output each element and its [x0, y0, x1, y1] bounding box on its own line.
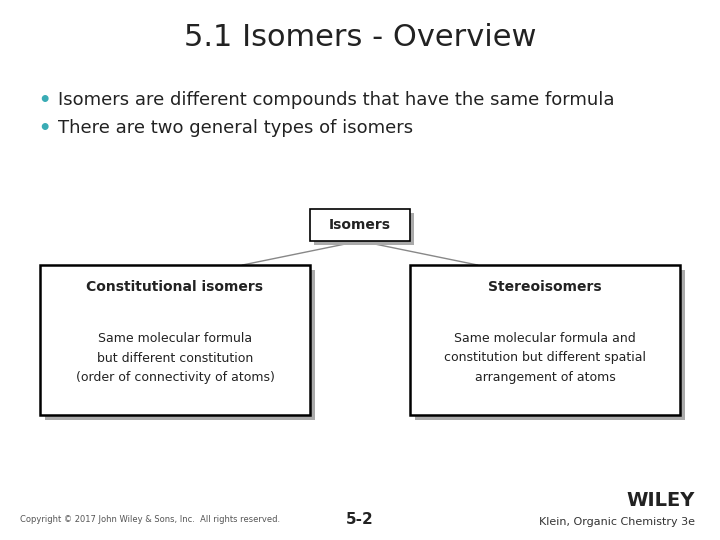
Text: WILEY: WILEY: [626, 490, 695, 510]
Text: •: •: [38, 118, 50, 138]
Text: Klein, Organic Chemistry 3e: Klein, Organic Chemistry 3e: [539, 517, 695, 527]
Text: 5-2: 5-2: [346, 512, 374, 528]
Bar: [40, 265, 310, 415]
Bar: [310, 209, 410, 241]
Text: Isomers are different compounds that have the same formula: Isomers are different compounds that hav…: [58, 91, 614, 109]
Text: There are two general types of isomers: There are two general types of isomers: [58, 119, 413, 137]
Bar: [314, 213, 414, 245]
Bar: [415, 270, 685, 420]
Bar: [410, 265, 680, 415]
Text: 5.1 Isomers - Overview: 5.1 Isomers - Overview: [184, 24, 536, 52]
Text: Constitutional isomers: Constitutional isomers: [86, 280, 264, 294]
Text: Same molecular formula and
constitution but different spatial
arrangement of ato: Same molecular formula and constitution …: [444, 333, 646, 383]
Text: Isomers: Isomers: [329, 218, 391, 232]
Text: Stereoisomers: Stereoisomers: [488, 280, 602, 294]
Text: •: •: [38, 91, 50, 110]
Text: Copyright © 2017 John Wiley & Sons, Inc.  All rights reserved.: Copyright © 2017 John Wiley & Sons, Inc.…: [20, 516, 280, 524]
Text: Same molecular formula
but different constitution
(order of connectivity of atom: Same molecular formula but different con…: [76, 333, 274, 383]
Bar: [45, 270, 315, 420]
